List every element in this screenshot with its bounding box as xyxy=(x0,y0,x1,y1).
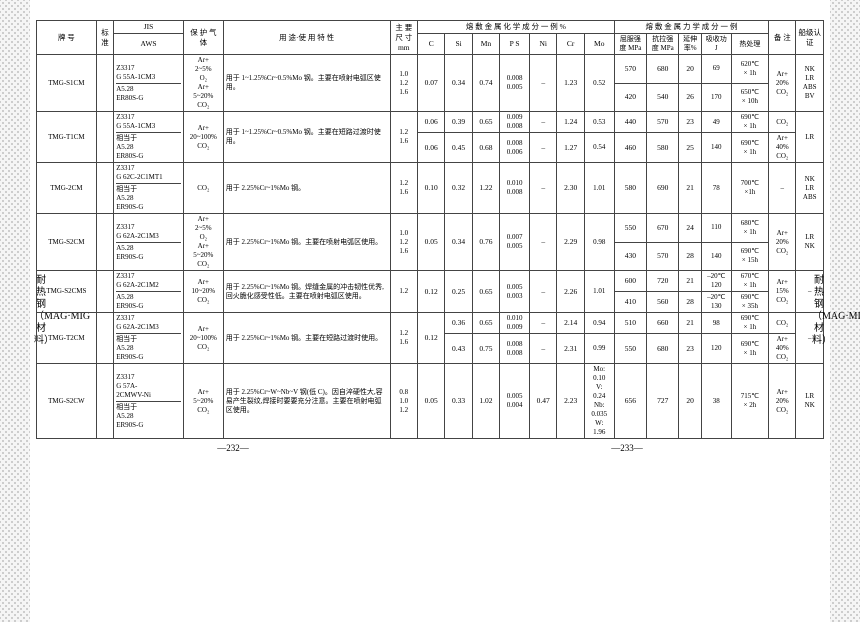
remark-cell: – xyxy=(769,163,796,214)
hdr-jis: JIS xyxy=(114,21,184,34)
left-gutter xyxy=(0,0,30,622)
table-row: TMG-S2CMZ3317G 62A-2C1M3A5.28ER90S-GAr+2… xyxy=(37,214,824,243)
hdr-mech: 熔 敷 金 属 力 学 成 分 一 例 xyxy=(614,21,768,34)
gas-cell: Ar+5~20%CO₂ xyxy=(183,364,223,439)
brand-cell: TMG-T1CM xyxy=(37,112,97,163)
table-row: TMG-S1CMZ3317G 55A-1CM3A5.28ER80S-GAr+2~… xyxy=(37,55,824,84)
usage-cell: 用于 2.25%Cr~1%Mo 钢。 xyxy=(223,163,390,214)
std-cell xyxy=(96,364,113,439)
brand-cell: TMG-S2CW xyxy=(37,364,97,439)
remark-cell: Ar+15%CO₂ xyxy=(769,271,796,313)
gas-cell: Ar+2~5%O₂Ar+5~20%CO₂ xyxy=(183,214,223,271)
size-cell: 0.81.01.2 xyxy=(390,364,417,439)
c-cell: 0.06 xyxy=(418,133,445,163)
remark-cell: Ar+20%CO₂ xyxy=(769,364,796,439)
remark-cell: Ar+20%CO₂ xyxy=(769,55,796,112)
size-cell: 1.01.21.6 xyxy=(390,214,417,271)
side-label-right: 耐热钢（MAG·MIG材料） xyxy=(812,275,826,347)
remark-cell: Ar+40%CO₂ xyxy=(769,133,796,163)
remark-cell: Ar+20%CO₂ xyxy=(769,214,796,271)
std-cell xyxy=(96,55,113,112)
cert-cell: LRNK xyxy=(796,214,824,271)
jis-aws-cell: Z3317G 55A-1CM3相当于A5.28ER80S-G xyxy=(114,112,184,163)
hdr-cert: 船级认证 xyxy=(796,21,824,55)
gas-cell: CO₂ xyxy=(183,163,223,214)
size-cell: 1.21.6 xyxy=(390,313,417,364)
table-row: TMG-T1CMZ3317G 55A-1CM3相当于A5.28ER80S-GAr… xyxy=(37,112,824,133)
page-numbers: —232— —233— xyxy=(36,443,824,453)
brand-cell: TMG-S2CMS xyxy=(37,271,97,313)
remark-cell: Ar+40%CO₂ xyxy=(769,334,796,364)
jis-aws-cell: Z3317G 62A-2C1M2A5.28ER90S-G xyxy=(114,271,184,313)
jis-aws-cell: Z3317G 62A-2C1M3相当于A5.28ER90S-G xyxy=(114,313,184,364)
size-cell: 1.21.6 xyxy=(390,112,417,163)
hdr-usage: 用 途·使 用 特 性 xyxy=(223,21,390,55)
std-cell xyxy=(96,214,113,271)
hdr-aws: AWS xyxy=(114,34,184,55)
usage-cell: 用于 2.25%Cr~1%Mo 钢。主要在短路过渡时使用。 xyxy=(223,313,390,364)
spec-table: 牌 号 标准 JIS 保 护 气 体 用 途·使 用 特 性 主 要 尺 寸 m… xyxy=(36,20,824,439)
hdr-chem: 熔 敷 金 属 化 学 成 分 一 例 % xyxy=(418,21,615,34)
std-cell xyxy=(96,163,113,214)
gas-cell: Ar+2~5%O₂Ar+5~20%CO₂ xyxy=(183,55,223,112)
std-cell xyxy=(96,112,113,163)
cert-cell: LRNK xyxy=(796,364,824,439)
std-cell xyxy=(96,313,113,364)
table-row: TMG-2CM Z3317G 62C-2C1MT1相当于A5.28ER90S-GC… xyxy=(37,163,824,214)
table-row: TMG-T2CMZ3317G 62A-2C1M3相当于A5.28ER90S-GA… xyxy=(37,313,824,334)
brand-cell: TMG-2CM xyxy=(37,163,97,214)
brand-cell: TMG-S2CM xyxy=(37,214,97,271)
usage-cell: 用于 1~1.25%Cr~0.5%Mo 钢。主要在短路过渡时使用。 xyxy=(223,112,390,163)
std-cell xyxy=(96,271,113,313)
hdr-remark: 备 注 xyxy=(769,21,796,55)
hdr-size: 主 要 尺 寸 mm xyxy=(390,21,417,55)
size-cell: 1.21.6 xyxy=(390,163,417,214)
jis-aws-cell: Z3317G 62A-2C1M3A5.28ER90S-G xyxy=(114,214,184,271)
table-row: TMG-S2CMSZ3317G 62A-2C1M2A5.28ER90S-GAr+… xyxy=(37,271,824,292)
remark-cell: CO₂ xyxy=(769,112,796,133)
c-cell: 0.06 xyxy=(418,112,445,133)
usage-cell: 用于 2.25%Cr~1%Mo 钢。主要在喷射电弧区使用。 xyxy=(223,214,390,271)
size-cell: 1.01.21.6 xyxy=(390,55,417,112)
size-cell: 1.2 xyxy=(390,271,417,313)
table-row: TMG-S2CW Z3317G 57A-2CMWV-Ni相当于A5.28ER90S… xyxy=(37,364,824,439)
brand-cell: TMG-S1CM xyxy=(37,55,97,112)
gas-cell: Ar+20~100%CO₂ xyxy=(183,112,223,163)
usage-cell: 用于 2.25%Cr~1%Mo 钢。焊缝金属的冲击韧性优秀,回火脆化感受性低。主… xyxy=(223,271,390,313)
cert-cell: NKLRABSBV xyxy=(796,55,824,112)
c-cell: 0.12 xyxy=(418,313,445,364)
brand-cell: TMG-T2CM xyxy=(37,313,97,364)
gas-cell: Ar+10~20%CO₂ xyxy=(183,271,223,313)
usage-cell: 用于 1~1.25%Cr~0.5%Mo 钢。主要在喷射电弧区使用。 xyxy=(223,55,390,112)
cert-cell: LR xyxy=(796,112,824,163)
hdr-brand: 牌 号 xyxy=(37,21,97,55)
hdr-gas: 保 护 气 体 xyxy=(183,21,223,55)
hdr-std: 标准 xyxy=(96,21,113,55)
header-row-1: 牌 号 标准 JIS 保 护 气 体 用 途·使 用 特 性 主 要 尺 寸 m… xyxy=(37,21,824,34)
gas-cell: Ar+20~100%CO₂ xyxy=(183,313,223,364)
jis-aws-cell: Z3317G 55A-1CM3A5.28ER80S-G xyxy=(114,55,184,112)
remark-cell: CO₂ xyxy=(769,313,796,334)
jis-aws-cell: Z3317G 62C-2C1MT1相当于A5.28ER90S-G xyxy=(114,163,184,214)
cert-cell: NKLRABS xyxy=(796,163,824,214)
usage-cell: 用于 2.25%Cr~W~Nb~V 钢(低 C)。因自淬硬性大,容易产生裂纹,焊… xyxy=(223,364,390,439)
jis-aws-cell: Z3317G 57A-2CMWV-Ni相当于A5.28ER90S-G xyxy=(114,364,184,439)
